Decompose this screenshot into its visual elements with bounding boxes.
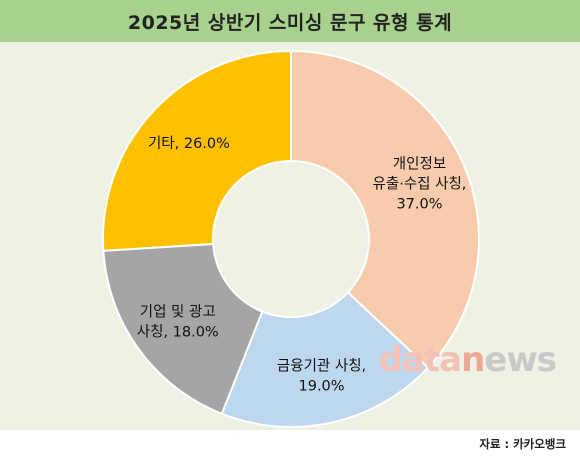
donut-slice bbox=[102, 49, 292, 252]
slice-label-line: 기업 및 광고 bbox=[140, 303, 216, 320]
donut-slice bbox=[220, 290, 430, 428]
slice-label-line: 개인정보 bbox=[393, 155, 446, 172]
slice-label: 기타, 26.0% bbox=[148, 135, 230, 152]
watermark-part-3: ews bbox=[484, 340, 557, 380]
watermark-part-2: n bbox=[461, 340, 485, 380]
source-note: 자료 : 카카오뱅크 bbox=[479, 437, 566, 451]
watermark-part-1: data bbox=[378, 340, 462, 380]
donut-slice bbox=[102, 242, 264, 416]
title-bar: 2025년 상반기 스미싱 문구 유형 통계 bbox=[0, 0, 580, 42]
slice-label-line: 기타, 26.0% bbox=[148, 135, 230, 152]
slice-label-line: 사칭, 18.0% bbox=[137, 323, 219, 340]
slice-label-line: 37.0% bbox=[396, 196, 442, 212]
slice-label-line: 금융기관 사칭, bbox=[277, 358, 366, 375]
slice-label-line: 19.0% bbox=[299, 379, 345, 395]
slice-label-line: 유출·수집 사칭, bbox=[373, 175, 467, 192]
watermark-logo: datanews bbox=[378, 340, 557, 380]
donut-slice bbox=[290, 49, 480, 370]
slice-label: 금융기관 사칭, 19.0% bbox=[277, 358, 366, 395]
slices-group bbox=[102, 49, 480, 428]
chart-title: 2025년 상반기 스미싱 문구 유형 통계 bbox=[127, 11, 453, 34]
